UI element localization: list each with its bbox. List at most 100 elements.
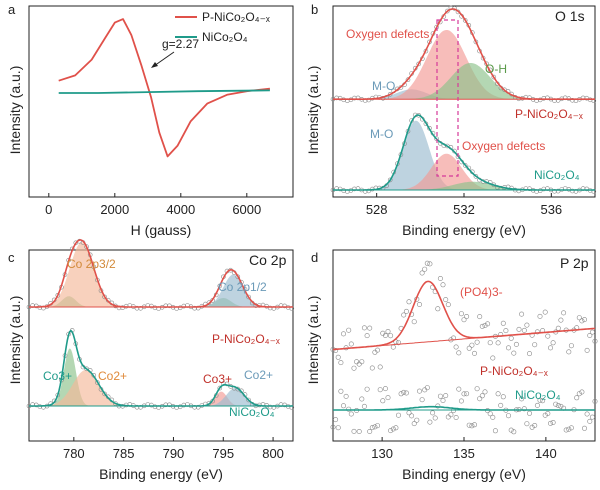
label-sample-bottom-d: NiCo₂O₄ [515, 388, 561, 402]
panel-d-data-point [416, 388, 422, 394]
panel-d-data-point [513, 341, 519, 347]
panel-d-data-point [398, 391, 404, 397]
panel-d-data-point [482, 322, 488, 328]
panel-c-data-point [102, 391, 107, 397]
panel-d-data-point [419, 270, 425, 276]
panel-d-series [330, 260, 598, 435]
panel-b-data-point [570, 188, 575, 194]
panel-c-data-point [181, 303, 187, 309]
panel-d-data-point [395, 340, 401, 346]
panel-d-data-point [547, 420, 553, 426]
panel-d-tick-label: 135 [453, 446, 475, 461]
panel-d-data-point [445, 302, 451, 308]
panel-d-data-point [558, 403, 564, 409]
legend-label-nico2o4: NiCo₂O₄ [202, 30, 248, 44]
panel-d-data-point [385, 328, 391, 334]
label-co3-right: Co3+ [203, 372, 232, 386]
panel-d-data-point [495, 391, 501, 397]
panel-c-letter: c [8, 250, 15, 265]
panel-d-data-point [495, 340, 501, 346]
label-po4: (PO4)3- [460, 285, 503, 299]
panel-d-data-point [464, 391, 470, 397]
panel-d-data-point [592, 338, 598, 344]
panel-c-data-point [181, 402, 187, 408]
panel-d-data-point [335, 425, 341, 431]
panel-d-data-point [453, 414, 459, 420]
label-mo-bottom: M-O [370, 127, 393, 141]
panel-d-data-point [340, 403, 346, 409]
panel-d-data-point [466, 422, 472, 428]
panel-b-component-fill-1-2 [333, 181, 595, 190]
panel-d-data-point [380, 398, 386, 404]
panel-b-data-point [352, 186, 357, 192]
panel-b-series [330, 5, 597, 194]
panel-d-data-point [566, 426, 572, 432]
panel-d-data-point [390, 426, 396, 432]
panel-d-data-point [333, 417, 339, 423]
panel-b-data-point [352, 95, 357, 101]
g-value-arrowhead [151, 62, 158, 68]
panel-a-tick-label: 6000 [232, 202, 261, 217]
panel-d-data-point [351, 365, 357, 371]
panel-d-data-point [490, 414, 496, 420]
panel-d-ylabel: Intensity (a.u.) [305, 296, 321, 385]
panel-a-ylabel: Intensity (a.u.) [7, 66, 23, 155]
panel-d-data-point [395, 412, 401, 418]
panel-b-data-point [570, 98, 575, 103]
panel-d-data-point [576, 391, 582, 397]
panel-d-data-point [411, 421, 417, 427]
panel-d-data-point [390, 344, 396, 350]
panel-d-data-point [340, 331, 346, 337]
panel-d-data-point [382, 332, 388, 338]
panel-d-data-point [487, 411, 493, 417]
panel-d-data-point [537, 313, 543, 319]
panel-b-data-point [366, 97, 372, 103]
panel-d-data-point [377, 364, 383, 370]
panel-d-data-point [388, 333, 394, 339]
panel-d-data-point [561, 310, 567, 316]
label-sample-bottom-c: NiCo₂O₄ [229, 405, 275, 419]
panel-d-data-point [361, 325, 367, 331]
panel-a-series-line-0 [58, 18, 271, 158]
panel-d-data-point [545, 333, 551, 339]
panel-d-data-point [458, 311, 464, 317]
panel-d-data-point [550, 340, 556, 346]
panel-d-data-point [534, 329, 540, 335]
label-co3-left: Co3+ [43, 369, 72, 383]
panel-d-data-point [474, 339, 480, 345]
panel-d-data-point [359, 396, 365, 402]
panel-d-data-point [521, 406, 527, 412]
panel-d-data-point [529, 424, 535, 430]
panel-d-data-point [503, 328, 509, 334]
panel-b-ylabel: Intensity (a.u.) [305, 66, 321, 155]
panel-b-tick-label: 528 [366, 202, 388, 217]
panel-c-series [26, 238, 295, 410]
panel-d-data-point [374, 423, 380, 429]
panel-a-frame [28, 5, 294, 198]
label-sample-bottom-b: NiCo₂O₄ [534, 168, 580, 182]
panel-d-data-point [401, 312, 407, 318]
panel-d-data-point [537, 397, 543, 403]
panel-d-data-point [453, 344, 459, 350]
panel-b-data-point [416, 61, 422, 67]
panel-d-data-point [526, 410, 532, 416]
panel-b-component-fill-0-2 [333, 63, 595, 100]
panel-d-data-point [432, 415, 438, 421]
panel-c-data-point [149, 402, 154, 408]
panel-d-xlabel: Binding energy (eV) [402, 466, 526, 482]
label-oxygen-defects-bottom: Oxygen defects [462, 139, 545, 153]
panel-d-data-point [540, 398, 546, 404]
panel-d-data-point [581, 317, 587, 323]
panel-d-data-point [521, 327, 527, 333]
panel-d-data-point [492, 428, 498, 434]
panel-d-data-point [424, 260, 430, 266]
panel-d-data-point [409, 413, 415, 419]
panel-b-data-point [387, 92, 393, 97]
panel-a-series-line-1 [58, 89, 270, 94]
panel-d-data-point [511, 429, 517, 435]
panel-d-data-point [458, 398, 464, 404]
panel-d-data-point [343, 393, 349, 399]
panel-d-data-point [474, 386, 480, 392]
panel-d-data-point [542, 412, 548, 418]
panel-a-ticks: 0 2000 4000 6000 [45, 193, 261, 217]
